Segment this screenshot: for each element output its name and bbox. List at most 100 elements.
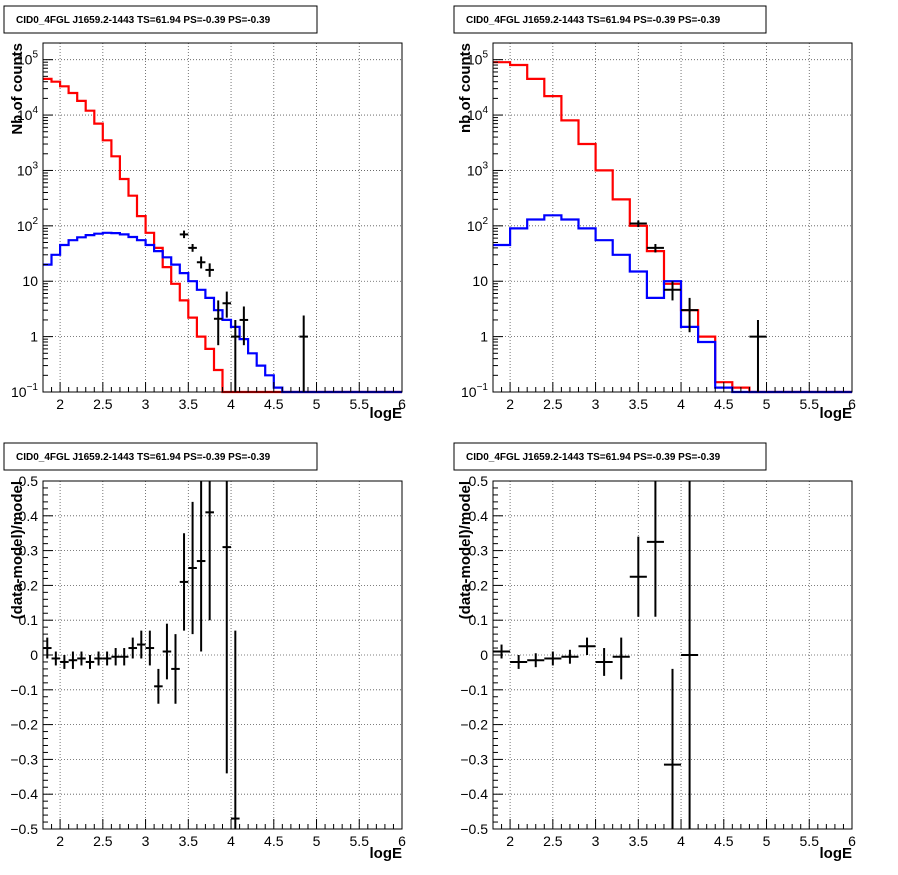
x-axis-label: logE xyxy=(820,845,853,862)
y-tick-label: −0.1 xyxy=(460,682,488,698)
x-tick-label: 3.5 xyxy=(179,396,199,412)
y-tick-base: 10 xyxy=(11,384,27,400)
data-point xyxy=(119,648,129,666)
x-tick-label: 2 xyxy=(56,833,64,849)
x-tick-label: 3.5 xyxy=(629,833,649,849)
x-tick-label: 5 xyxy=(763,396,771,412)
y-tick-exponent: 5 xyxy=(482,50,488,61)
y-tick-base: 10 xyxy=(467,218,483,234)
y-axis-label: Nb of counts xyxy=(9,43,26,135)
x-tick-label: 5 xyxy=(313,833,321,849)
y-tick-label: −0.3 xyxy=(460,751,488,767)
data-point xyxy=(681,481,699,829)
y-tick-label: 105 xyxy=(467,50,489,68)
y-tick-exponent: −1 xyxy=(27,382,39,393)
data-point xyxy=(154,668,163,704)
data-point xyxy=(85,655,95,669)
y-tick-label: 0 xyxy=(480,647,488,663)
x-tick-label: 4.5 xyxy=(714,396,734,412)
y-tick-label: 0.3 xyxy=(19,543,39,559)
x-tick-label: 3.5 xyxy=(629,396,649,412)
title-box xyxy=(3,442,318,471)
y-tick-exponent: −1 xyxy=(477,382,489,393)
y-tick-exponent: 5 xyxy=(32,50,38,61)
data-point xyxy=(179,230,189,239)
data-point xyxy=(162,623,172,680)
chart-panel-bottom-left: CID0_4FGL J1659.2-1443 TS=61.94 PS=-0.39… xyxy=(3,442,406,862)
y-tick-label: −0.1 xyxy=(10,682,38,698)
y-tick-label: −0.5 xyxy=(460,821,488,837)
x-tick-label: 4 xyxy=(227,833,235,849)
x-tick-label: 4.5 xyxy=(714,833,734,849)
data-point xyxy=(171,634,180,704)
title-box xyxy=(453,5,767,34)
x-tick-label: 2.5 xyxy=(543,833,563,849)
y-tick-label: 1 xyxy=(30,329,38,345)
y-tick-label: 104 xyxy=(467,105,489,123)
y-tick-label: 0.1 xyxy=(19,612,39,628)
chart-panel-top-right: CID0_4FGL J1659.2-1443 TS=61.94 PS=-0.39… xyxy=(453,5,856,422)
data-point xyxy=(60,655,69,669)
y-tick-label: 0.2 xyxy=(19,577,39,593)
y-tick-label: 0.5 xyxy=(19,473,39,489)
data-point xyxy=(629,536,647,617)
y-axis-label: (data-model)/model xyxy=(9,481,26,619)
y-tick-label: −0.4 xyxy=(460,786,488,802)
data-point xyxy=(749,319,767,392)
y-tick-label: 10 xyxy=(22,273,38,289)
x-tick-label: 6 xyxy=(398,396,406,412)
data-point xyxy=(663,281,682,301)
y-tick-base: 10 xyxy=(22,273,38,289)
y-axis-label: nb of counts xyxy=(457,43,474,133)
data-point xyxy=(222,481,232,774)
y-tick-label: 1 xyxy=(480,329,488,345)
x-tick-label: 6 xyxy=(848,833,856,849)
data-point xyxy=(102,651,112,666)
x-tick-label: 3 xyxy=(142,396,150,412)
y-tick-exponent: 2 xyxy=(482,216,488,227)
x-tick-label: 2.5 xyxy=(93,833,113,849)
y-tick-exponent: 4 xyxy=(32,105,38,116)
data-point xyxy=(612,637,630,680)
y-tick-base: 10 xyxy=(461,384,477,400)
data-point xyxy=(646,243,664,253)
data-point xyxy=(578,637,596,655)
y-tick-label: 0.4 xyxy=(469,508,489,524)
x-tick-label: 4.5 xyxy=(264,833,284,849)
y-tick-base: 10 xyxy=(467,107,483,123)
data-point xyxy=(239,306,249,346)
y-tick-label: 0.4 xyxy=(19,508,39,524)
chart-panel-bottom-right: CID0_4FGL J1659.2-1443 TS=61.94 PS=-0.39… xyxy=(453,442,856,862)
y-tick-label: 10−1 xyxy=(11,382,38,400)
y-tick-exponent: 3 xyxy=(482,160,488,171)
y-tick-exponent: 2 xyxy=(32,216,38,227)
data-point xyxy=(179,533,189,631)
data-point xyxy=(493,644,511,659)
data-point xyxy=(111,648,120,666)
x-tick-label: 5.5 xyxy=(350,833,370,849)
y-tick-label: 102 xyxy=(17,216,39,234)
x-tick-label: 5 xyxy=(763,833,771,849)
x-tick-label: 2 xyxy=(56,396,64,412)
chart-title: CID0_4FGL J1659.2-1443 TS=61.94 PS=-0.39… xyxy=(466,15,721,26)
y-tick-label: 0 xyxy=(30,647,38,663)
y-tick-label: −0.2 xyxy=(460,717,488,733)
data-point xyxy=(646,481,664,617)
x-tick-label: 3 xyxy=(142,833,150,849)
data-point xyxy=(222,291,232,318)
y-tick-exponent: 4 xyxy=(482,105,488,116)
y-tick-label: 0.2 xyxy=(469,577,489,593)
data-point xyxy=(196,481,206,652)
x-tick-label: 3 xyxy=(592,396,600,412)
data-point xyxy=(51,651,61,666)
y-tick-label: −0.2 xyxy=(10,717,38,733)
y-tick-label: 0.3 xyxy=(469,543,489,559)
data-point xyxy=(188,501,197,635)
x-tick-label: 6 xyxy=(848,396,856,412)
data-point xyxy=(544,651,562,666)
chart-title: CID0_4FGL J1659.2-1443 TS=61.94 PS=-0.39… xyxy=(16,452,271,463)
x-tick-label: 5 xyxy=(313,396,321,412)
x-tick-label: 6 xyxy=(398,833,406,849)
x-axis-label: logE xyxy=(820,405,853,422)
